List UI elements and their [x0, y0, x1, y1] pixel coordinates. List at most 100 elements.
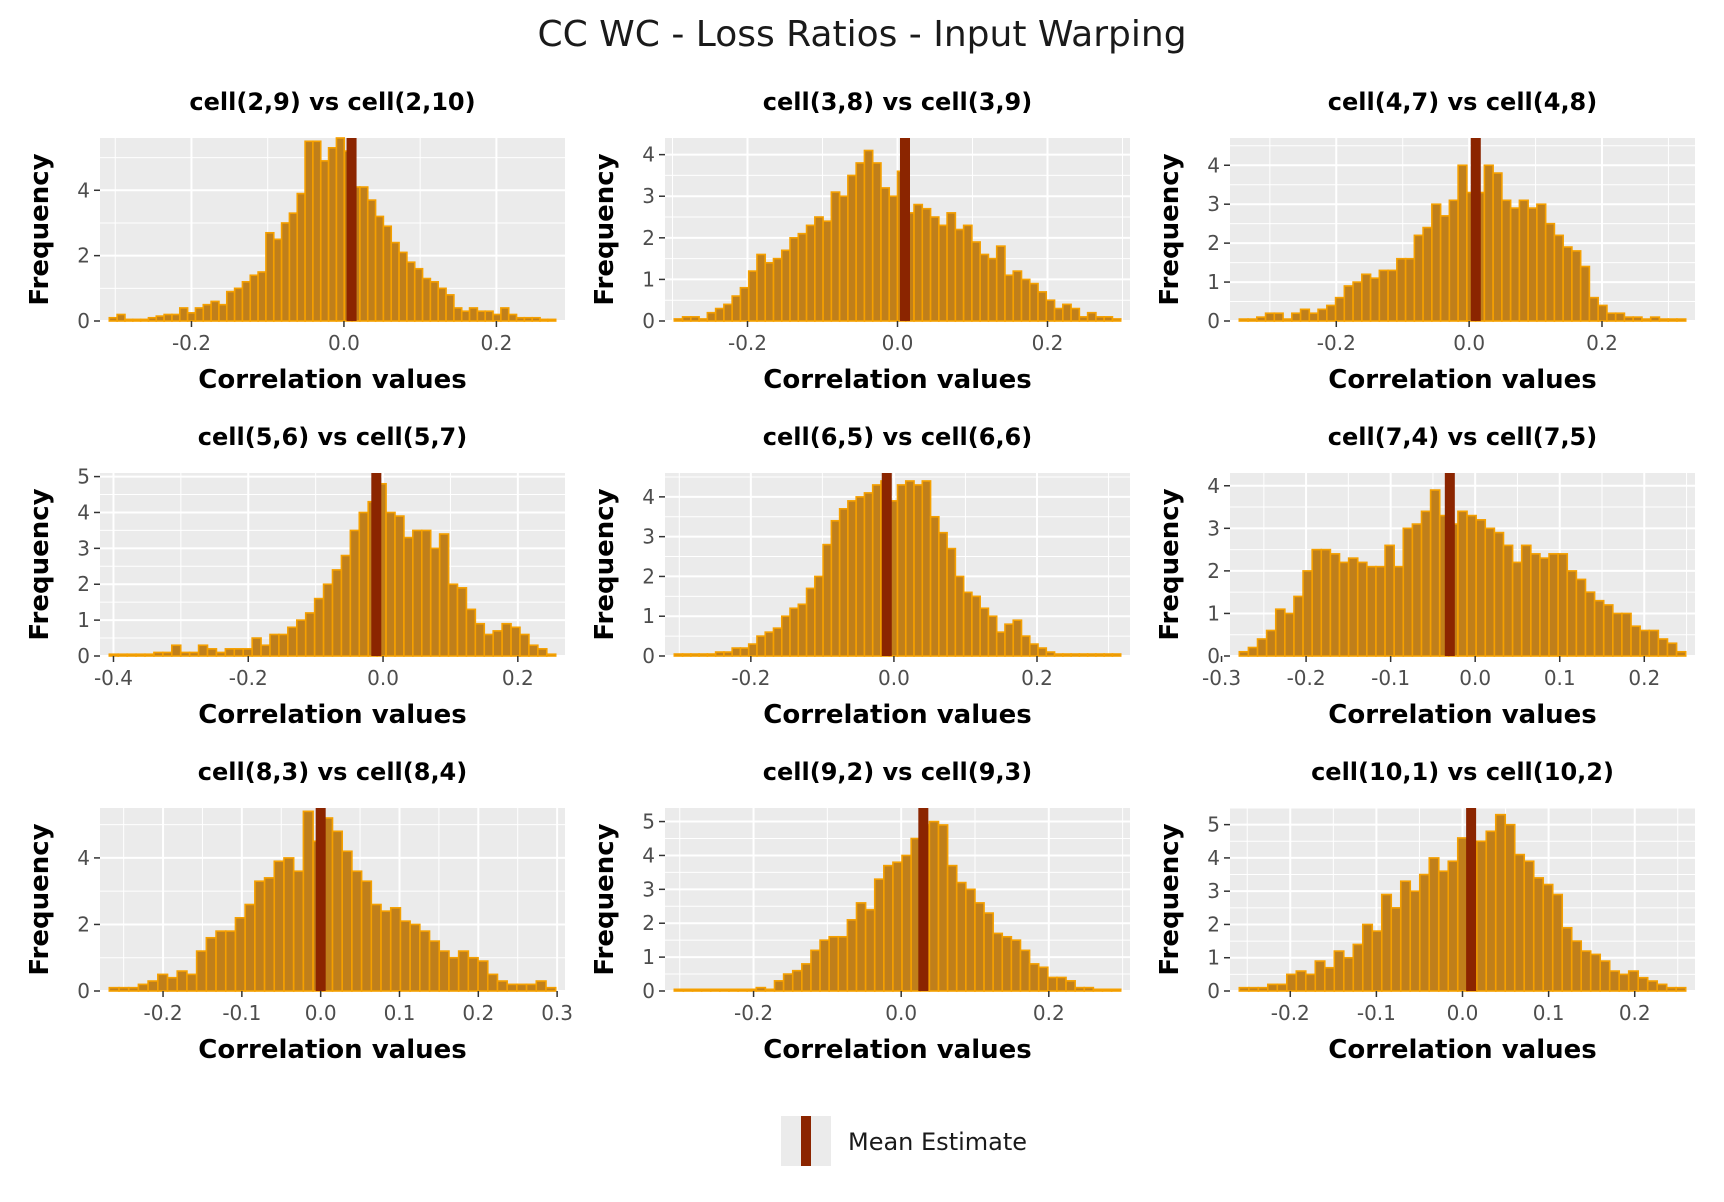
histogram-bar: [108, 653, 120, 657]
histogram-bar: [403, 536, 414, 657]
histogram-bar: [1466, 514, 1477, 657]
y-tick-label: 1: [642, 604, 655, 628]
histogram-bar: [465, 608, 477, 657]
histogram-bar: [1326, 304, 1337, 322]
histogram-bar: [871, 162, 882, 322]
histogram-bar: [399, 920, 411, 992]
histogram-bar: [537, 648, 548, 657]
histogram-bar: [313, 597, 325, 657]
y-tick-label: 0: [642, 979, 655, 1003]
histogram-bar: [1070, 307, 1081, 322]
histogram-bar: [1056, 976, 1067, 992]
histogram-bar: [233, 648, 245, 657]
histogram-bar: [179, 651, 191, 657]
histogram-bar: [1588, 296, 1599, 322]
histogram-bar: [1083, 986, 1095, 992]
histogram-bar: [283, 857, 295, 992]
histogram-bar: [1092, 988, 1104, 992]
histogram-bar: [437, 287, 447, 322]
histogram-bar: [438, 950, 450, 992]
histogram-bar: [260, 644, 271, 657]
x-tick-label: 0.2: [1628, 666, 1660, 690]
histogram-bar: [409, 923, 421, 992]
x-tick-label: -0.2: [144, 1001, 183, 1025]
histogram-bar: [1623, 316, 1634, 322]
histogram-bar: [1103, 316, 1114, 322]
histogram-bar: [1334, 296, 1346, 322]
histogram-bar: [714, 307, 725, 322]
histogram-bar: [135, 653, 146, 657]
y-tick-label: 3: [642, 877, 655, 901]
x-tick-label: 0.1: [384, 1001, 416, 1025]
histogram-bar: [938, 531, 948, 657]
histogram-bar: [746, 988, 758, 992]
histogram-bar: [1086, 311, 1097, 322]
histogram-bar: [1639, 629, 1651, 657]
histogram-bar: [147, 316, 158, 322]
histogram-bar: [1456, 837, 1469, 992]
histogram-bar: [723, 651, 733, 657]
x-tick-label: 0.2: [1619, 1001, 1651, 1025]
histogram-bar: [322, 583, 334, 657]
histogram-bar: [358, 511, 370, 657]
histogram-bar: [1308, 312, 1319, 322]
histogram-bar: [1257, 986, 1269, 992]
histogram-bar: [1352, 943, 1364, 992]
histogram-bar: [127, 986, 140, 992]
histogram-bar: [1422, 226, 1433, 322]
panel-title: cell(2,9) vs cell(2,10): [189, 88, 475, 116]
x-tick-label: -0.2: [1287, 666, 1326, 690]
histogram-bar: [448, 956, 460, 992]
histogram-bar: [747, 270, 758, 322]
y-axis-title: Frequency: [25, 823, 55, 975]
histogram-bar: [331, 569, 343, 657]
histogram-bar: [1504, 823, 1516, 992]
histogram-bar: [962, 591, 973, 657]
x-axis-title: Correlation values: [198, 1035, 466, 1065]
histogram-bar: [946, 212, 957, 322]
histogram-bar: [1520, 544, 1532, 657]
histogram-bar: [1387, 269, 1398, 322]
histogram-bar: [1110, 988, 1122, 992]
histogram-bar: [429, 547, 441, 657]
histogram-bar: [1078, 653, 1089, 657]
histogram-bar: [892, 861, 903, 992]
histogram-bar: [938, 224, 948, 322]
panel-6: -0.3 -0.2 -0.1 0.0 0.1 0.2 0 1 2 3 4 cell(7,4) vs c…: [1155, 423, 1695, 730]
x-tick-label: 0.0: [878, 666, 910, 690]
histogram-bar: [955, 881, 967, 992]
x-tick-label: 0.2: [502, 666, 534, 690]
mean-estimate-line: [315, 808, 326, 991]
panel-title: cell(6,5) vs cell(6,6): [763, 423, 1032, 451]
panel-4: -0.4 -0.2 0.0 0.2 0 1 2 3 4 5 cell(5,6) vs cell(5,…: [25, 423, 565, 730]
histogram-bar: [178, 307, 189, 322]
panel-1: -0.2 0.0 0.2 0 2 4 cell(2,9) vs cell(2,10) Corr…: [25, 88, 565, 395]
histogram-bar: [954, 575, 965, 657]
y-axis-title: Frequency: [590, 488, 620, 640]
histogram-bar: [1439, 215, 1451, 322]
histogram-bar: [965, 888, 976, 992]
histogram-bar: [492, 630, 503, 657]
histogram-bar: [242, 648, 253, 657]
histogram-bar: [419, 930, 431, 992]
histogram-bar: [1597, 304, 1608, 322]
histogram-bar: [1238, 650, 1250, 657]
histogram-bar: [780, 249, 791, 322]
y-tick-label: 5: [77, 465, 90, 489]
histogram-bar: [846, 919, 858, 992]
histogram-bar: [822, 543, 833, 657]
histogram-bar: [1010, 939, 1022, 992]
histogram-bar: [1542, 883, 1554, 992]
histogram-bar: [983, 912, 994, 992]
histogram-bar: [1028, 643, 1039, 657]
histogram-bar: [1614, 312, 1626, 322]
mean-estimate-line: [918, 808, 929, 991]
histogram-bar: [153, 651, 164, 657]
x-tick-label: 0.2: [1033, 1001, 1065, 1025]
histogram-bar: [406, 261, 416, 322]
histogram-bar: [1621, 612, 1632, 657]
histogram-bar: [737, 988, 748, 992]
histogram-bar: [474, 622, 486, 657]
histogram-bar: [1418, 873, 1431, 992]
histogram-bar: [1599, 960, 1611, 992]
